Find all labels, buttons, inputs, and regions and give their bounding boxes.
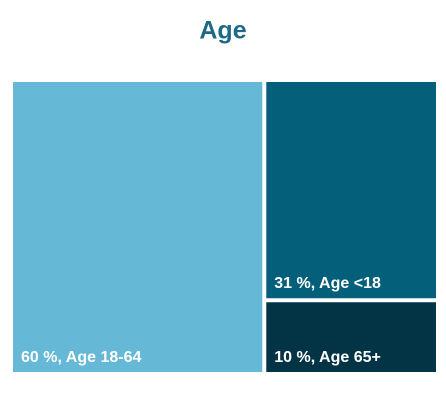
tile-label: 31 %, Age <18 <box>274 275 381 292</box>
tile-label: 10 %, Age 65+ <box>274 349 381 366</box>
treemap-tile <box>13 82 263 372</box>
tile-label: 60 %, Age 18-64 <box>21 349 141 366</box>
treemap-tile <box>266 302 436 372</box>
chart-title: Age <box>199 17 246 45</box>
treemap-tile <box>266 82 436 299</box>
